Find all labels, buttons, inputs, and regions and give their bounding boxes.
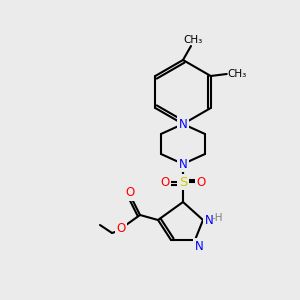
Text: N: N xyxy=(178,158,188,170)
Text: O: O xyxy=(125,187,135,200)
Text: O: O xyxy=(160,176,169,188)
Text: N: N xyxy=(195,239,203,253)
Text: O: O xyxy=(116,223,126,236)
Text: S: S xyxy=(179,176,187,188)
Text: CH₃: CH₃ xyxy=(227,69,246,79)
Text: O: O xyxy=(196,176,206,188)
Text: N: N xyxy=(205,214,213,226)
Text: CH₃: CH₃ xyxy=(183,35,202,45)
Text: N: N xyxy=(178,118,188,130)
Text: -H: -H xyxy=(211,213,223,223)
